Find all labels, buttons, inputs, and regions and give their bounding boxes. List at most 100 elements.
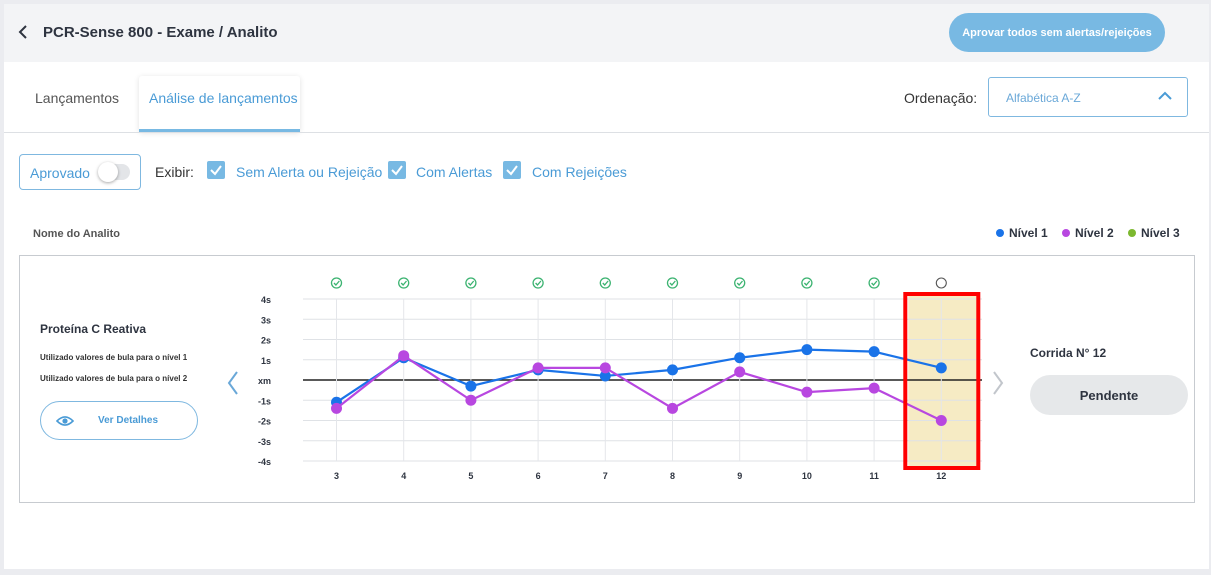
data-point-1[interactable]: [667, 364, 678, 376]
legend-label: Nível 1: [1009, 226, 1048, 240]
data-point-2[interactable]: [734, 366, 746, 378]
legend-label: Nível 3: [1141, 226, 1180, 240]
approved-check-icon: [330, 277, 343, 289]
data-point-1[interactable]: [935, 362, 947, 374]
analyte-note: Utilizado valores de bula para o nível 1: [40, 353, 188, 362]
tab-analise-lancamentos[interactable]: Análise de lançamentos: [139, 76, 300, 132]
app-frame: PCR-Sense 800 - Exame / Analito Aprovar …: [4, 4, 1209, 569]
legend-dot: [1062, 229, 1070, 237]
x-tick-label: 6: [536, 471, 541, 481]
data-point-2[interactable]: [868, 382, 880, 394]
approved-check-icon: [666, 277, 679, 289]
y-tick-label: -2s: [258, 417, 271, 427]
legend-item-nivel-3: Nível 3: [1128, 226, 1180, 240]
run-number: Corrida N° 12: [1030, 346, 1107, 360]
y-tick-label: -4s: [258, 457, 271, 467]
approved-check-icon: [801, 277, 813, 289]
x-tick-label: 8: [670, 471, 675, 481]
x-tick-label: 11: [869, 471, 879, 481]
approved-filter[interactable]: Aprovado: [19, 154, 141, 190]
levey-jennings-chart: 4s 3s 2s 1s xm -1s -2s -3s -4s 3 4 5 6 7 8 9 10 11 12: [227, 277, 1004, 481]
data-point-2[interactable]: [398, 350, 410, 362]
data-point-2[interactable]: [465, 394, 477, 406]
data-point-2[interactable]: [667, 402, 678, 414]
toggle-knob: [98, 162, 118, 182]
analyte-column-header: Nome do Analito: [33, 228, 120, 240]
approved-check-icon: [465, 277, 477, 289]
legend-dot: [1128, 229, 1136, 237]
tabs-divider: [4, 132, 1209, 133]
legend-dot: [996, 229, 1004, 237]
x-tick-label: 9: [737, 471, 742, 481]
approved-check-icon: [868, 277, 880, 289]
approved-check-icon: [599, 277, 611, 289]
data-point-2[interactable]: [532, 362, 544, 374]
checkbox-sem-alerta-label[interactable]: Sem Alerta ou Rejeição: [236, 164, 383, 180]
check-mark: [669, 280, 676, 286]
checkbox-com-alertas-label[interactable]: Com Alertas: [416, 164, 493, 180]
x-tick-label: 3: [334, 471, 339, 481]
check-mark: [400, 280, 407, 286]
chevron-up-icon: [1158, 91, 1172, 100]
data-point-1[interactable]: [599, 370, 611, 382]
chevron-right-icon[interactable]: [993, 371, 1004, 395]
y-tick-label: 4s: [261, 295, 271, 305]
page-title: PCR-Sense 800 - Exame / Analito: [43, 24, 278, 41]
check-mark: [602, 280, 609, 286]
checkbox-com-rejeicoes-label[interactable]: Com Rejeições: [532, 164, 627, 180]
y-tick-label: xm: [258, 376, 271, 386]
active-tab-indicator: [139, 129, 300, 132]
legend-label: Nível 2: [1075, 226, 1114, 240]
view-details-button[interactable]: Ver Detalhes: [40, 401, 198, 440]
x-tick-label: 12: [936, 471, 946, 481]
data-point-2[interactable]: [935, 415, 947, 426]
x-tick-label: 5: [468, 471, 473, 481]
check-mark: [871, 280, 878, 286]
approved-label: Aprovado: [30, 165, 90, 181]
approve-all-button[interactable]: Aprovar todos sem alertas/rejeições: [949, 13, 1165, 52]
chevron-left-icon[interactable]: [227, 371, 238, 395]
selected-run-border: [903, 292, 981, 470]
check-mark: [535, 280, 542, 286]
pending-status-button[interactable]: Pendente: [1030, 375, 1188, 415]
top-bar: PCR-Sense 800 - Exame / Analito Aprovar …: [4, 4, 1209, 62]
x-tick-label: 10: [802, 471, 812, 481]
checkbox-com-alertas[interactable]: [388, 161, 406, 179]
data-point-1[interactable]: [734, 352, 746, 364]
data-point-1[interactable]: [801, 344, 813, 356]
ordering-select[interactable]: Alfabética A-Z: [988, 77, 1188, 117]
check-icon: [391, 165, 403, 176]
legend-item-nivel-1: Nível 1: [996, 226, 1048, 240]
series-line-2: [335, 354, 942, 422]
data-point-2[interactable]: [801, 386, 813, 398]
checkbox-com-rejeicoes[interactable]: [503, 161, 521, 179]
check-mark: [803, 280, 811, 286]
legend-item-nivel-2: Nível 2: [1062, 226, 1114, 240]
checkbox-sem-alerta[interactable]: [207, 161, 225, 179]
analyte-card: Proteína C Reativa Utilizado valores de …: [19, 255, 1195, 503]
ordering-value: Alfabética A-Z: [1006, 91, 1081, 105]
approved-check-icon: [398, 277, 410, 289]
pending-circle-icon: [935, 277, 947, 289]
analyte-name: Proteína C Reativa: [40, 322, 147, 336]
check-mark: [736, 280, 743, 286]
data-point-1[interactable]: [868, 346, 880, 358]
y-tick-label: -1s: [258, 396, 271, 406]
data-point-2[interactable]: [599, 362, 611, 374]
series-line-1: [335, 348, 942, 404]
check-mark: [333, 280, 340, 286]
y-tick-label: 3s: [261, 315, 271, 325]
y-tick-label: 2s: [261, 336, 271, 346]
data-point-2[interactable]: [331, 402, 342, 414]
show-label: Exibir:: [155, 164, 194, 180]
ordering-label: Ordenação:: [904, 90, 978, 106]
data-point-1[interactable]: [465, 380, 477, 392]
view-details-label: Ver Detalhes: [98, 415, 159, 426]
approved-toggle[interactable]: [98, 162, 130, 182]
analyte-note: Utilizado valores de bula para o nível 2: [40, 374, 188, 383]
tab-lancamentos[interactable]: Lançamentos: [35, 90, 120, 106]
check-mark: [467, 280, 475, 286]
tab-label: Análise de lançamentos: [149, 90, 298, 106]
back-arrow-icon[interactable]: [16, 22, 32, 42]
x-tick-label: 4: [401, 471, 406, 481]
